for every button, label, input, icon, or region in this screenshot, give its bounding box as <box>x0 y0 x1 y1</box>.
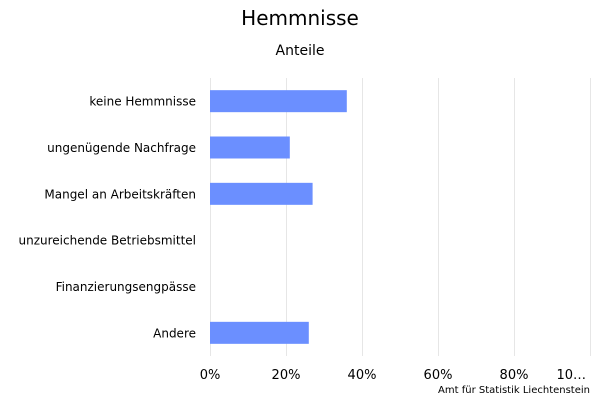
chart-title: Hemmnisse <box>241 6 359 30</box>
x-tick-labels: 0% 20% 40% 60% 80% 10… <box>200 368 586 383</box>
bar[interactable] <box>210 136 290 159</box>
category-label: keine Hemmnisse <box>89 95 196 109</box>
credits: Amt für Statistik Liechtenstein <box>438 385 590 396</box>
x-tick-label: 0% <box>200 368 221 383</box>
chart-subtitle: Anteile <box>275 43 325 59</box>
category-label: Mangel an Arbeitskräften <box>44 187 196 201</box>
x-tick-label: 40% <box>348 368 377 383</box>
category-label: ungenügende Nachfrage <box>47 141 196 155</box>
category-label: Andere <box>153 326 196 340</box>
x-tick-label: 80% <box>500 368 529 383</box>
bars <box>210 90 347 344</box>
bar[interactable] <box>210 90 347 113</box>
x-tick-label: 20% <box>272 368 301 383</box>
category-label: Finanzierungsengpässe <box>56 280 196 294</box>
category-label: unzureichende Betriebsmittel <box>19 234 197 248</box>
x-tick-label: 10… <box>556 368 586 383</box>
bar[interactable] <box>210 321 309 344</box>
bar[interactable] <box>210 182 313 205</box>
x-tick-label: 60% <box>424 368 453 383</box>
grid-lines <box>210 78 591 356</box>
category-labels: keine Hemmnisse ungenügende Nachfrage Mang… <box>19 95 197 341</box>
